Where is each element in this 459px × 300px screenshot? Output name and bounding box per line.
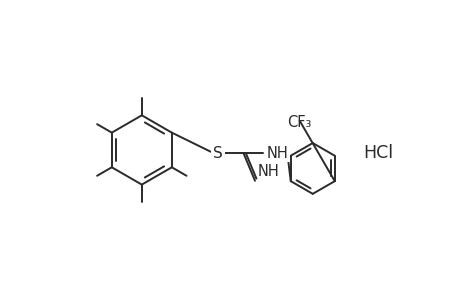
Text: NH: NH — [257, 164, 279, 179]
Text: CF₃: CF₃ — [287, 115, 311, 130]
Text: S: S — [213, 146, 223, 160]
Text: HCl: HCl — [362, 144, 392, 162]
Text: NH: NH — [266, 146, 288, 160]
